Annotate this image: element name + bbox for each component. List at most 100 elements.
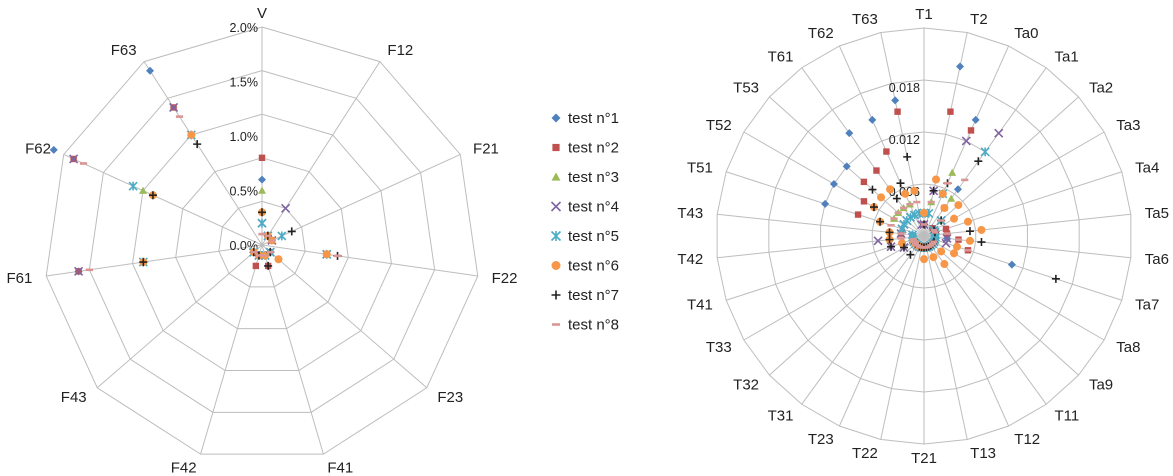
- legend-label: test n°8: [568, 317, 619, 334]
- legend-item-test-n-8: test n°8: [551, 317, 619, 334]
- data-point: [932, 175, 941, 184]
- legend-item-test-n-4: test n°4: [550, 199, 619, 216]
- legend-label: test n°5: [568, 228, 619, 245]
- data-point: [971, 115, 980, 124]
- data-point: [910, 186, 919, 195]
- category-label-t31: T31: [768, 408, 794, 425]
- legend-item-test-n-6: test n°6: [551, 258, 619, 275]
- data-point: [961, 136, 971, 146]
- category-label-t22: T22: [852, 445, 878, 462]
- legend-marker: [551, 172, 561, 181]
- axis-spoke: [923, 235, 1079, 376]
- data-point: [954, 201, 963, 210]
- axis-spoke: [801, 235, 925, 405]
- data-point: [148, 191, 157, 200]
- data-point: [258, 175, 266, 184]
- data-point: [322, 250, 331, 259]
- category-label-t13: T13: [970, 445, 996, 462]
- data-point: [74, 266, 84, 276]
- data-point: [281, 203, 291, 213]
- data-point: [937, 247, 946, 256]
- data-point: [965, 236, 974, 245]
- category-label-t53: T53: [733, 79, 759, 96]
- tick-label: 1.0%: [230, 130, 259, 144]
- category-label-ta3: Ta3: [1116, 117, 1140, 134]
- data-point: [139, 258, 148, 267]
- data-point: [854, 211, 862, 218]
- data-point: [69, 154, 79, 164]
- axis-spoke: [96, 244, 263, 389]
- category-label-ta8: Ta8: [1116, 339, 1140, 356]
- grid-ring: [175, 157, 349, 330]
- data-point: [896, 179, 905, 188]
- data-point: [965, 227, 974, 236]
- data-point: [901, 189, 910, 198]
- category-label-t63: T63: [852, 11, 878, 28]
- data-point: [892, 194, 901, 203]
- legend: test n°1 test n°2 test n°3 test n°4 test n°5…: [550, 110, 619, 334]
- category-label-ta6: Ta6: [1145, 251, 1169, 268]
- category-label-t23: T23: [808, 431, 834, 448]
- data-point: [187, 130, 196, 139]
- data-point: [942, 225, 950, 233]
- legend-item-test-n-1: test n°1: [551, 110, 619, 127]
- data-point: [980, 147, 990, 157]
- category-label-f12: F12: [387, 42, 413, 59]
- data-point: [950, 249, 959, 258]
- category-label-f63: F63: [111, 42, 137, 59]
- category-label-f43: F43: [61, 389, 87, 406]
- data-point: [898, 239, 907, 248]
- data-point: [287, 227, 296, 236]
- tick-label: 0.018: [889, 81, 920, 95]
- legend-label: test n°7: [568, 287, 619, 304]
- category-label-t21: T21: [911, 450, 937, 467]
- axis-spoke: [261, 153, 461, 246]
- data-point: [948, 168, 957, 176]
- axis-spoke: [838, 235, 925, 427]
- legend-label: test n°3: [568, 169, 619, 186]
- legend-item-test-n-3: test n°3: [551, 169, 619, 186]
- legend-marker: [551, 261, 561, 270]
- data-point: [252, 262, 260, 270]
- category-label-ta4: Ta4: [1135, 159, 1159, 176]
- category-label-f62: F62: [25, 141, 51, 158]
- data-point: [49, 145, 58, 154]
- data-point: [845, 129, 854, 138]
- axis-spoke: [63, 153, 263, 246]
- category-label-f41: F41: [327, 460, 353, 476]
- data-point: [885, 228, 894, 237]
- category-label-f23: F23: [437, 389, 463, 406]
- data-point: [929, 253, 938, 262]
- category-label-t32: T32: [733, 377, 759, 394]
- legend-item-test-n-7: test n°7: [551, 287, 619, 304]
- axis-spoke: [143, 61, 263, 246]
- data-point: [956, 62, 965, 71]
- data-point: [940, 260, 949, 269]
- data-point: [829, 180, 838, 188]
- axis-spoke: [261, 61, 381, 246]
- data-point: [886, 185, 895, 194]
- category-label-t33: T33: [706, 339, 732, 356]
- category-label-ta2: Ta2: [1089, 79, 1113, 96]
- category-label-t52: T52: [706, 117, 732, 134]
- data-point: [146, 66, 155, 75]
- axis-spoke: [46, 244, 263, 277]
- legend-marker: [551, 290, 561, 300]
- grid-ring: [45, 26, 479, 455]
- data-point: [905, 212, 915, 222]
- grid-ring: [132, 113, 392, 372]
- axis-spoke: [261, 244, 478, 277]
- data-point: [821, 199, 830, 208]
- data-point: [938, 189, 947, 198]
- axis-spoke: [769, 235, 925, 376]
- category-label-t11: T11: [1054, 408, 1079, 425]
- tick-label: 0.5%: [230, 185, 259, 199]
- category-label-ta7: Ta7: [1135, 297, 1159, 314]
- data-point: [947, 194, 956, 202]
- data-point: [977, 238, 986, 247]
- legend-item-test-n-5: test n°5: [550, 228, 619, 245]
- axis-spoke: [923, 213, 1131, 237]
- axis-spoke: [923, 171, 1122, 237]
- category-label-t43: T43: [677, 205, 703, 222]
- data-point: [940, 203, 949, 212]
